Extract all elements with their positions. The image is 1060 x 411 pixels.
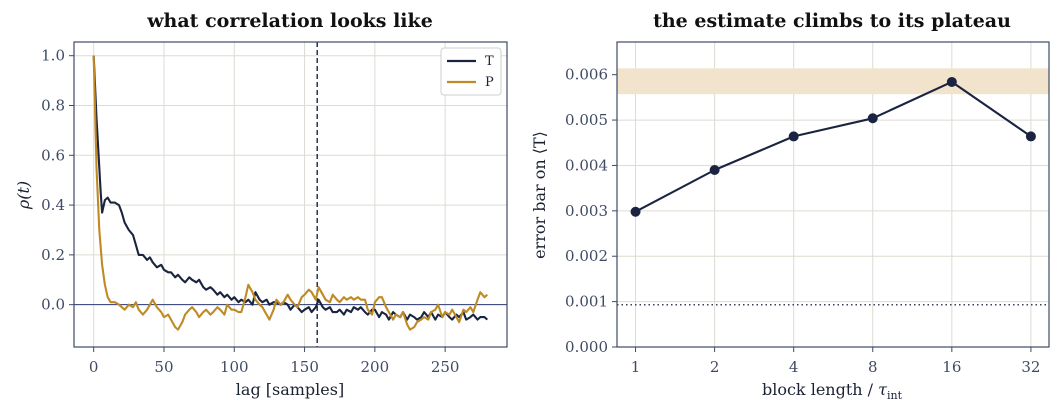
right-x-tick-label: 32 bbox=[1021, 358, 1040, 376]
right-series bbox=[630, 76, 1036, 217]
right-y-tick-label: 0.002 bbox=[565, 247, 608, 265]
error-series-line bbox=[635, 80, 1032, 213]
left-x-tick-label: 150 bbox=[290, 358, 319, 376]
error-point bbox=[630, 206, 641, 217]
legend-label-t: T bbox=[485, 54, 494, 69]
autocorrelation-chart: what correlation looks like 0 50 100 150 200… bbox=[14, 10, 508, 399]
plateau-band bbox=[617, 68, 1049, 95]
right-x-tick-label: 4 bbox=[789, 358, 799, 376]
left-series-lines bbox=[92, 55, 488, 331]
series-line-t bbox=[92, 55, 488, 321]
left-x-tick-label: 0 bbox=[89, 358, 99, 376]
left-reference-lines bbox=[74, 42, 507, 347]
left-axis-ticks: 0 50 100 150 200 250 0.0 0.2 0.4 0.6 0.8 1.0 bbox=[41, 47, 459, 376]
left-x-tick-label: 200 bbox=[361, 358, 390, 376]
right-x-tick-label: 1 bbox=[631, 358, 641, 376]
right-y-tick-label: 0.006 bbox=[565, 66, 608, 84]
error-point bbox=[788, 131, 799, 142]
right-y-tick-label: 0.005 bbox=[565, 111, 608, 129]
legend: T P bbox=[440, 47, 502, 96]
error-point bbox=[867, 113, 878, 124]
left-y-tick-label: 0.0 bbox=[41, 296, 65, 314]
right-y-tick-label: 0.004 bbox=[565, 156, 608, 174]
left-y-tick-label: 0.4 bbox=[41, 196, 65, 214]
right-y-axis-label: error bar on ⟨T⟩ bbox=[530, 131, 549, 259]
left-y-tick-label: 1.0 bbox=[41, 47, 65, 65]
left-y-tick-label: 0.2 bbox=[41, 246, 65, 264]
right-axis-ticks: 1 2 4 8 16 32 0.000 0.001 0.002 0.003 0.004 0.005 0.… bbox=[565, 66, 1040, 376]
right-x-tick-label: 8 bbox=[868, 358, 878, 376]
left-y-tick-label: 0.8 bbox=[41, 96, 65, 114]
right-reference-marks bbox=[617, 68, 1049, 306]
right-plot-frame bbox=[616, 41, 1050, 348]
legend-box bbox=[440, 47, 502, 96]
right-x-tick-label: 2 bbox=[710, 358, 720, 376]
left-x-tick-label: 50 bbox=[154, 358, 173, 376]
right-x-axis-label: block length / τint bbox=[762, 380, 903, 402]
right-x-tick-label: 16 bbox=[942, 358, 961, 376]
error-point bbox=[946, 76, 957, 87]
error-point bbox=[1025, 131, 1036, 142]
right-chart-title: the estimate climbs to its plateau bbox=[653, 10, 1011, 32]
left-x-tick-label: 250 bbox=[431, 358, 460, 376]
error-point bbox=[709, 164, 720, 175]
legend-label-p: P bbox=[485, 75, 494, 90]
left-x-tick-label: 100 bbox=[220, 358, 249, 376]
right-y-tick-label: 0.000 bbox=[565, 338, 608, 356]
left-chart-title: what correlation looks like bbox=[146, 10, 433, 32]
left-x-axis-label: lag [samples] bbox=[236, 380, 344, 399]
left-y-axis-label: ρ(t) bbox=[14, 181, 33, 210]
series-line-p bbox=[92, 55, 488, 331]
left-y-tick-label: 0.6 bbox=[41, 146, 65, 164]
left-plot-frame bbox=[73, 41, 508, 348]
right-y-tick-label: 0.001 bbox=[565, 293, 608, 311]
right-y-tick-label: 0.003 bbox=[565, 202, 608, 220]
